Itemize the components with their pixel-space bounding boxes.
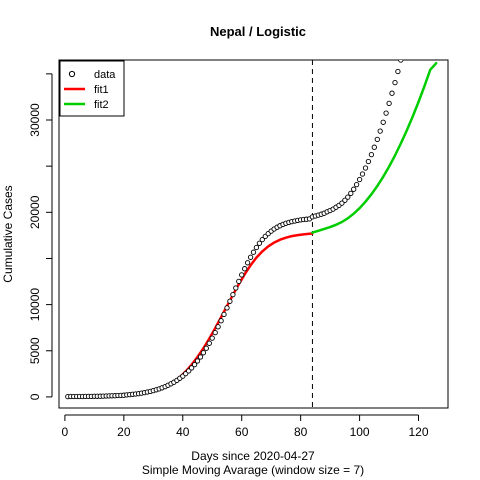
data-point <box>250 249 257 255</box>
data-point <box>410 7 414 11</box>
x-axis: 0 20 40 60 80 100 120 <box>62 414 429 439</box>
data-point <box>383 110 389 116</box>
data-point <box>377 128 383 134</box>
data-point <box>365 158 372 165</box>
data-point <box>206 340 212 346</box>
y-axis: 0 5000 10000 20000 30000 <box>28 73 53 400</box>
data-point <box>215 324 221 330</box>
data-point <box>353 181 360 188</box>
data-point <box>233 285 239 291</box>
data-points-layer <box>65 7 414 400</box>
y-tick-label: 0 <box>28 393 42 400</box>
data-point <box>386 100 392 107</box>
data-point <box>351 186 357 192</box>
x-tick-label: 20 <box>117 425 131 439</box>
data-point <box>242 266 248 272</box>
data-point <box>392 79 398 86</box>
y-tick-label: 10000 <box>28 288 42 322</box>
legend: data fit1 fit2 <box>59 60 125 117</box>
data-point <box>227 298 233 304</box>
series-line-fit2 <box>311 61 438 234</box>
data-point <box>371 144 377 150</box>
data-point <box>395 68 401 75</box>
data-point <box>236 278 242 285</box>
data-point <box>191 361 198 368</box>
data-point <box>188 365 195 371</box>
x-tick-label: 100 <box>350 425 370 439</box>
data-point <box>200 350 207 356</box>
data-point <box>402 46 406 50</box>
y-axis-label: Cumulative Cases <box>1 185 15 282</box>
data-point <box>212 329 218 336</box>
legend-label-fit1: fit1 <box>94 84 109 96</box>
data-point <box>362 165 369 171</box>
data-point <box>218 318 224 324</box>
data-point <box>389 90 395 96</box>
data-point <box>259 236 265 243</box>
data-point <box>405 33 409 37</box>
data-point <box>356 176 363 183</box>
x-axis-sublabel: Simple Moving Avarage (window size = 7) <box>142 463 364 477</box>
x-tick-label: 80 <box>294 425 308 439</box>
chart-title: Nepal / Logistic <box>210 24 306 39</box>
data-point <box>239 272 245 278</box>
data-point <box>244 260 251 266</box>
y-tick-label: 5000 <box>28 337 42 364</box>
legend-marker-data <box>68 70 76 78</box>
data-point <box>368 151 375 158</box>
data-point <box>247 254 254 260</box>
data-point <box>359 171 366 177</box>
data-point <box>345 194 351 200</box>
data-point <box>342 197 348 203</box>
data-point <box>203 345 209 351</box>
data-point <box>221 311 227 318</box>
y-tick-label: 20000 <box>28 195 42 229</box>
data-point <box>253 244 260 251</box>
data-point <box>398 60 404 63</box>
data-point <box>408 20 412 24</box>
data-point <box>256 240 263 246</box>
data-point <box>197 354 204 360</box>
x-axis-label: Days since 2020-04-27 <box>191 449 315 463</box>
legend-label-data: data <box>94 69 116 81</box>
x-tick-label: 120 <box>409 425 429 439</box>
x-tick-label: 60 <box>235 425 249 439</box>
data-point <box>374 136 380 143</box>
data-point <box>348 190 354 197</box>
plot-frame <box>58 59 449 409</box>
data-point <box>209 335 215 341</box>
data-point <box>224 305 230 311</box>
legend-label-fit2: fit2 <box>94 99 109 111</box>
x-tick-label: 0 <box>62 425 69 439</box>
x-tick-label: 40 <box>176 425 190 439</box>
data-point <box>194 358 201 364</box>
data-point <box>230 291 236 298</box>
data-point <box>380 119 386 125</box>
y-tick-label: 30000 <box>28 103 42 137</box>
